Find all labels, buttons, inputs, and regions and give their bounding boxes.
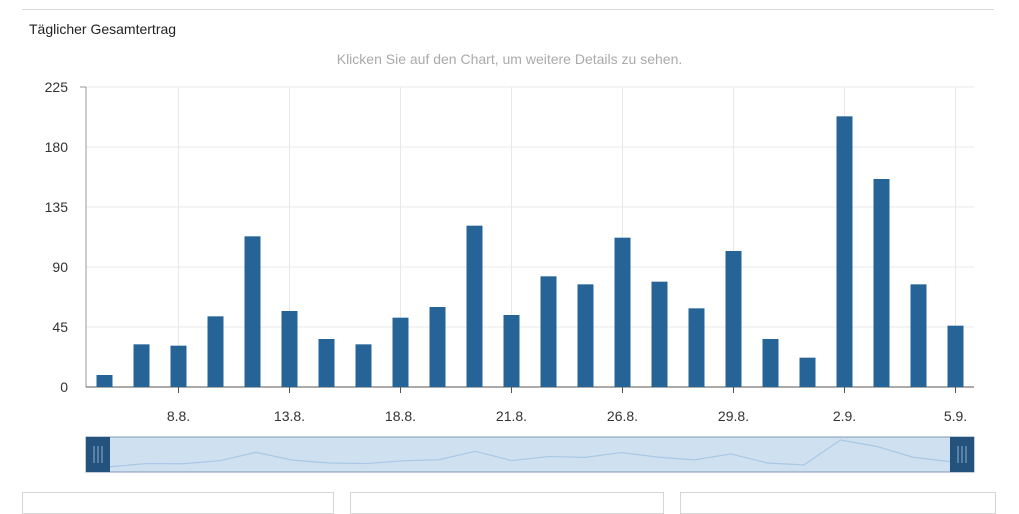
summary-card-1 (22, 492, 334, 514)
bar[interactable] (244, 236, 261, 387)
bar[interactable] (873, 179, 890, 387)
x-tick-label: 2.9. (833, 408, 856, 424)
bar[interactable] (910, 284, 927, 387)
bar[interactable] (688, 308, 705, 387)
bar[interactable] (651, 281, 668, 387)
bar[interactable] (133, 344, 150, 387)
bar[interactable] (281, 311, 298, 387)
y-tick-label: 135 (45, 199, 69, 215)
bar[interactable] (836, 116, 853, 387)
bar[interactable] (762, 339, 779, 387)
bar[interactable] (392, 317, 409, 387)
bar[interactable] (466, 225, 483, 387)
y-tick-label: 90 (52, 259, 68, 275)
bar[interactable] (799, 357, 816, 387)
summary-card-3 (680, 492, 996, 514)
navigator-series-line (109, 439, 951, 468)
bar[interactable] (725, 251, 742, 387)
bar[interactable] (96, 375, 113, 387)
x-tick-label: 5.9. (944, 408, 967, 424)
bar[interactable] (540, 276, 557, 387)
x-tick-label: 26.8. (607, 408, 638, 424)
bar[interactable] (318, 339, 335, 387)
bar-chart[interactable]: 0 45 90 135 180 225 8.8. 13.8. 18.8. 21.8. 26.8. 29… (0, 0, 1019, 499)
x-tick-label: 29.8. (718, 408, 749, 424)
bar[interactable] (207, 316, 224, 387)
bar[interactable] (614, 237, 631, 387)
chart-title: Täglicher Gesamtertrag (29, 21, 177, 37)
bar[interactable] (429, 307, 446, 387)
y-tick-label: 180 (45, 139, 69, 155)
x-tick-label: 21.8. (496, 408, 527, 424)
bar[interactable] (947, 325, 964, 387)
bar[interactable] (577, 284, 594, 387)
x-tick-label: 8.8. (167, 408, 190, 424)
y-tick-label: 225 (45, 79, 69, 95)
bar[interactable] (170, 345, 187, 387)
x-tick-label: 18.8. (385, 408, 416, 424)
top-divider (22, 9, 994, 10)
y-tick-label: 45 (52, 319, 68, 335)
y-tick-label: 0 (60, 379, 68, 395)
bar[interactable] (503, 315, 520, 387)
chart-hint: Klicken Sie auf den Chart, um weitere De… (336, 51, 683, 67)
navigator-range[interactable] (85, 436, 975, 473)
summary-card-2 (350, 492, 664, 514)
x-tick-label: 13.8. (274, 408, 305, 424)
bar[interactable] (355, 344, 372, 387)
